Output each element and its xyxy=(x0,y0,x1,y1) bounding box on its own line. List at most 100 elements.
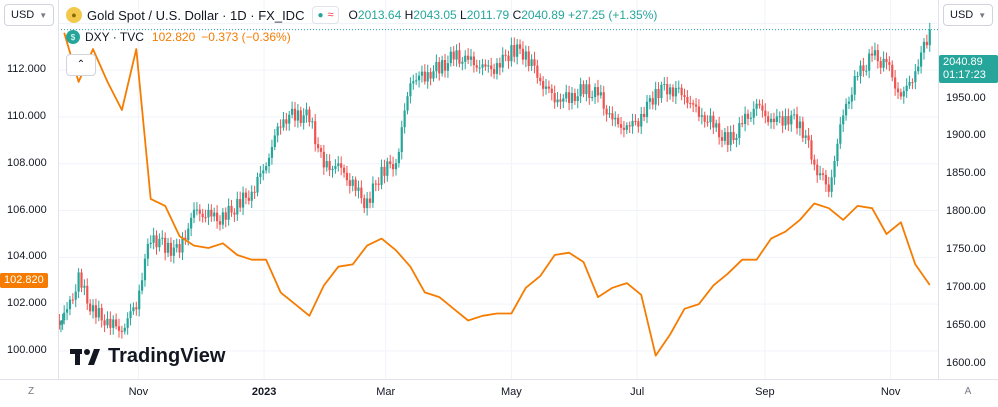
candle-body xyxy=(123,327,126,332)
main-series-legend[interactable]: ● Gold Spot / U.S. Dollar · 1D · FX_IDC … xyxy=(66,6,657,24)
candle-body xyxy=(198,209,201,214)
candle-body xyxy=(449,51,452,64)
candle-body xyxy=(59,323,63,325)
candle-body xyxy=(415,80,418,82)
candle-body xyxy=(565,92,568,99)
candle-body xyxy=(775,116,778,123)
candle-body xyxy=(432,71,435,79)
left-axis-tick-label: 104.000 xyxy=(7,250,47,263)
tradingview-logo-icon xyxy=(70,348,100,365)
candle-body xyxy=(164,237,167,253)
candle-body xyxy=(233,212,236,215)
right-axis-tick-label: 1650.00 xyxy=(946,318,986,331)
candle-body xyxy=(758,103,761,106)
candle-body xyxy=(527,51,530,67)
candle-body xyxy=(478,67,481,69)
collapse-legend-button[interactable]: ⌃ xyxy=(66,54,96,76)
candle-body xyxy=(755,103,758,109)
time-axis-tick-label: Nov xyxy=(128,386,149,398)
candle-body xyxy=(827,184,830,192)
candle-body xyxy=(790,115,793,125)
candle-body xyxy=(689,102,692,104)
candle-body xyxy=(637,121,640,127)
candle-body xyxy=(671,87,675,97)
candle-body xyxy=(749,117,752,119)
candle-body xyxy=(876,50,879,62)
candle-body xyxy=(879,61,882,68)
candle-body xyxy=(334,166,337,169)
candle-body xyxy=(645,101,649,118)
candle-body xyxy=(862,65,865,72)
log-scale-button[interactable]: Z xyxy=(27,386,35,397)
candle-body xyxy=(65,309,69,313)
chart-plot-area[interactable] xyxy=(58,0,938,380)
candle-body xyxy=(187,228,190,240)
candle-body xyxy=(112,319,115,328)
candle-body xyxy=(810,140,813,160)
candle-body xyxy=(282,119,285,128)
candle-body xyxy=(161,237,164,239)
candle-body xyxy=(570,93,574,103)
left-price-axis[interactable] xyxy=(0,0,59,380)
candle-body xyxy=(784,116,787,126)
candle-body xyxy=(63,312,66,321)
candle-body xyxy=(322,151,325,168)
right-currency-button[interactable]: USD ▼ xyxy=(943,4,994,26)
left-axis-tick-label: 106.000 xyxy=(7,203,47,216)
compare-series-legend[interactable]: $ DXY · TVC 102.820 −0.373 (−0.36%) xyxy=(66,29,291,45)
candle-body xyxy=(836,143,839,162)
candle-body xyxy=(366,198,369,209)
candle-body xyxy=(192,209,196,218)
candle-body xyxy=(804,135,807,138)
candle-body xyxy=(461,61,464,64)
candle-body xyxy=(643,113,646,118)
time-axis[interactable] xyxy=(0,379,998,407)
candle-body xyxy=(316,144,320,149)
candle-body xyxy=(288,114,291,124)
candle-body xyxy=(605,108,608,115)
candle-body xyxy=(109,318,112,328)
candle-body xyxy=(723,132,727,141)
candle-body xyxy=(340,163,343,168)
time-axis-tick-label: Nov xyxy=(880,386,901,398)
candle-body xyxy=(619,124,623,128)
candle-body xyxy=(547,86,551,89)
candle-body xyxy=(625,125,628,130)
candle-body xyxy=(464,55,467,62)
candle-body xyxy=(325,161,328,168)
candle-body xyxy=(744,113,747,125)
candle-body xyxy=(155,235,158,248)
candle-body xyxy=(663,83,666,85)
left-currency-button[interactable]: USD ▼ xyxy=(4,4,55,26)
candle-body xyxy=(452,51,455,60)
compare-symbol-name: DXY · TVC xyxy=(85,30,144,44)
candle-body xyxy=(403,110,406,128)
candle-body xyxy=(417,75,421,81)
candle-body xyxy=(221,212,224,225)
chevron-down-icon: ▼ xyxy=(978,11,987,20)
candle-body xyxy=(89,303,92,312)
candle-body xyxy=(683,95,686,97)
auto-scale-button[interactable]: A xyxy=(964,386,972,397)
candle-body xyxy=(166,242,170,253)
candle-body xyxy=(302,115,305,123)
candle-body xyxy=(896,88,900,93)
market-status-badge[interactable]: ● ≈ xyxy=(312,6,339,24)
candle-body xyxy=(738,123,741,139)
candle-body xyxy=(816,164,819,176)
candle-body xyxy=(550,88,553,93)
candle-body xyxy=(345,172,349,181)
candle-body xyxy=(259,173,262,177)
candle-body xyxy=(576,96,579,102)
candle-body xyxy=(484,64,487,67)
dxy-line xyxy=(63,32,931,357)
candle-body xyxy=(703,115,706,122)
candle-body xyxy=(178,244,181,253)
candle-body xyxy=(847,101,851,104)
left-axis-tick-label: 108.000 xyxy=(7,156,47,169)
candle-body xyxy=(533,59,536,66)
candle-body xyxy=(859,65,862,77)
candle-body xyxy=(132,307,135,312)
gold-price-value: 2040.89 xyxy=(943,56,983,68)
candle-body xyxy=(660,84,663,99)
